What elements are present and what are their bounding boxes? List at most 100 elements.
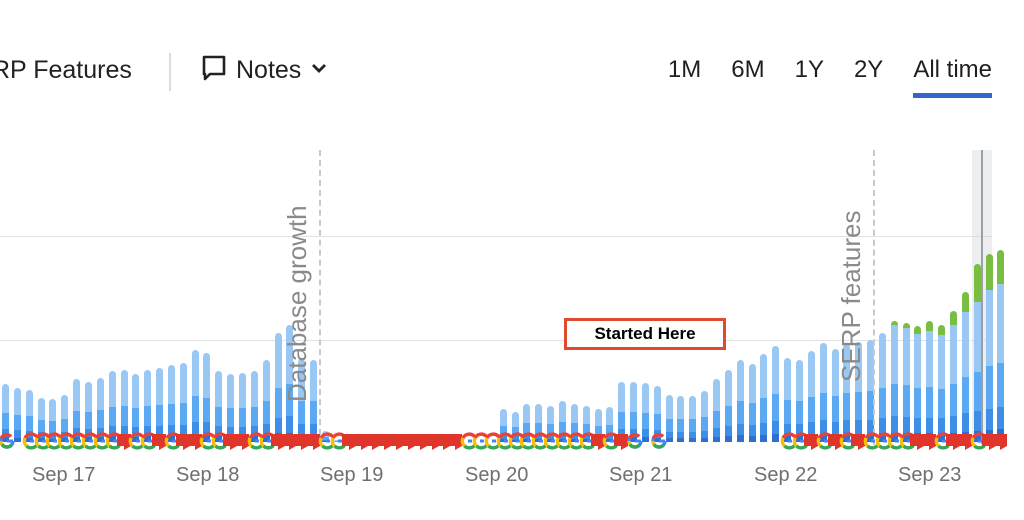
note-flag-icon[interactable] — [282, 432, 297, 452]
bar[interactable] — [997, 250, 1005, 442]
note-flag-icon[interactable] — [957, 432, 972, 452]
google-update-icon[interactable] — [0, 432, 15, 452]
note-flag-icon[interactable] — [922, 432, 937, 452]
bar[interactable] — [914, 326, 922, 442]
bar[interactable] — [96, 378, 104, 442]
tab-1m[interactable]: 1M — [667, 56, 702, 83]
bar[interactable] — [843, 344, 851, 442]
bar[interactable] — [772, 346, 780, 442]
note-flag-icon[interactable] — [377, 432, 392, 452]
note-flag-icon[interactable] — [223, 432, 238, 452]
note-flag-icon[interactable] — [851, 432, 866, 452]
bar[interactable] — [535, 404, 543, 442]
bar[interactable] — [547, 406, 555, 442]
bar[interactable] — [132, 374, 140, 442]
bar[interactable] — [701, 391, 709, 442]
bar[interactable] — [262, 360, 270, 442]
note-flag-icon[interactable] — [341, 432, 356, 452]
note-flag-icon[interactable] — [270, 432, 285, 452]
bar[interactable] — [13, 388, 21, 442]
notes-label: Notes — [236, 56, 302, 84]
google-update-icon[interactable] — [626, 432, 643, 452]
bar[interactable] — [582, 406, 590, 442]
tab-2y[interactable]: 2Y — [853, 56, 884, 83]
annotation-label: Database growth — [282, 205, 312, 402]
tab-6m[interactable]: 6M — [731, 56, 765, 83]
bar[interactable] — [878, 333, 886, 442]
note-flag-icon[interactable] — [827, 432, 842, 452]
bar[interactable] — [736, 360, 744, 442]
annotation-label: SERP features — [836, 210, 866, 382]
note-flag-icon[interactable] — [389, 432, 404, 452]
bar[interactable] — [677, 396, 685, 442]
gridline — [0, 236, 992, 237]
bar[interactable] — [274, 333, 282, 442]
bar[interactable] — [665, 395, 673, 442]
bar[interactable] — [511, 412, 519, 442]
note-flag-icon[interactable] — [946, 432, 960, 452]
bar[interactable] — [950, 311, 957, 442]
note-flag-icon[interactable] — [235, 432, 249, 452]
bar[interactable] — [961, 292, 969, 442]
note-flag-icon[interactable] — [448, 432, 463, 452]
bar[interactable] — [641, 383, 649, 442]
note-flag-icon[interactable] — [116, 432, 131, 452]
bar[interactable] — [807, 351, 815, 442]
note-flag-icon[interactable] — [175, 432, 190, 452]
note-flag-icon[interactable] — [412, 432, 427, 452]
serp-features-tab[interactable]: RP Features — [0, 56, 132, 84]
bar[interactable] — [689, 396, 697, 442]
note-flag-icon[interactable] — [294, 432, 309, 452]
bar[interactable] — [985, 254, 993, 442]
bar[interactable] — [819, 343, 827, 442]
note-flag-icon[interactable] — [353, 432, 368, 452]
bar[interactable] — [215, 371, 223, 442]
tab-1y[interactable]: 1Y — [794, 56, 824, 83]
bar[interactable] — [203, 353, 211, 442]
bar[interactable] — [606, 407, 614, 442]
bar[interactable] — [144, 370, 152, 442]
google-update-icon[interactable] — [650, 432, 667, 452]
bar[interactable] — [499, 409, 507, 442]
bar[interactable] — [784, 358, 792, 442]
bar[interactable] — [973, 264, 981, 442]
note-flag-icon[interactable] — [436, 432, 451, 452]
bar[interactable] — [73, 379, 81, 442]
bar[interactable] — [156, 368, 164, 442]
bar[interactable] — [179, 363, 187, 442]
tab-all-time[interactable]: All time — [913, 56, 992, 98]
note-flag-icon[interactable] — [424, 432, 439, 452]
note-flag-icon[interactable] — [993, 432, 1008, 452]
bar[interactable] — [167, 365, 175, 442]
notes-dropdown-button[interactable]: Notes — [200, 54, 329, 87]
bar[interactable] — [333, 440, 341, 442]
bar[interactable] — [748, 364, 756, 442]
gridline — [0, 340, 992, 341]
note-flag-icon[interactable] — [590, 432, 605, 452]
note-flag-icon[interactable] — [152, 432, 167, 452]
bar[interactable] — [523, 404, 531, 442]
note-flag-icon[interactable] — [187, 432, 202, 452]
bar[interactable] — [250, 371, 258, 442]
bar[interactable] — [630, 382, 638, 442]
note-flag-icon[interactable] — [981, 432, 996, 452]
note-flag-icon[interactable] — [306, 432, 321, 452]
bar[interactable] — [570, 404, 578, 442]
bar[interactable] — [108, 371, 116, 442]
bar[interactable] — [902, 323, 910, 442]
note-flag-icon[interactable] — [614, 432, 629, 452]
bar[interactable] — [191, 350, 199, 442]
note-flag-icon[interactable] — [400, 432, 415, 452]
bar[interactable] — [760, 354, 768, 442]
bar[interactable] — [938, 325, 946, 442]
bar[interactable] — [795, 360, 803, 442]
bar[interactable] — [890, 321, 898, 442]
traffic-bar-chart[interactable]: Database growth SERP features — [0, 140, 1005, 450]
note-flag-icon[interactable] — [910, 432, 925, 452]
note-flag-icon[interactable] — [803, 432, 818, 452]
bar[interactable] — [867, 340, 875, 442]
note-flag-icon[interactable] — [365, 432, 380, 452]
bar[interactable] — [926, 321, 934, 442]
bar[interactable] — [724, 370, 732, 442]
bar[interactable] — [713, 379, 720, 442]
